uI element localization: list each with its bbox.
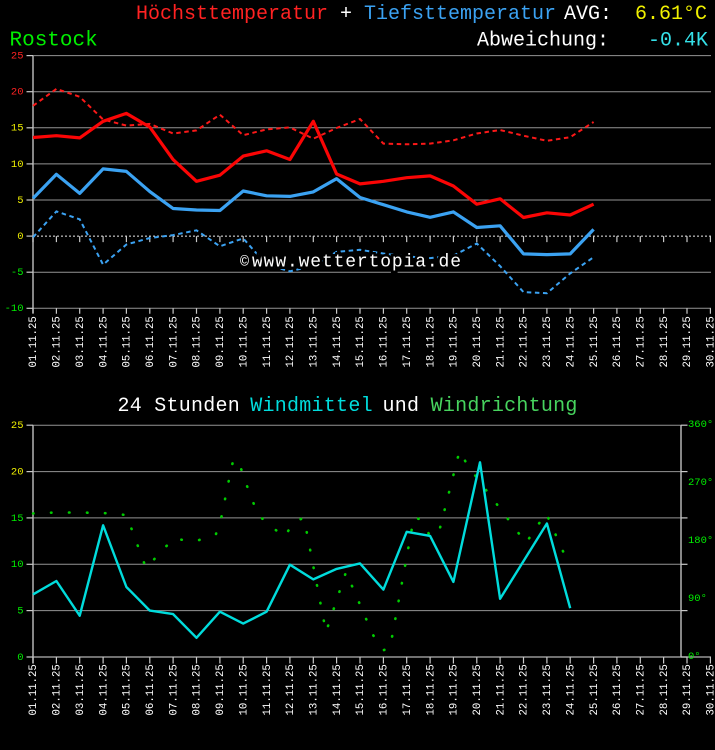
svg-text:21.11.25: 21.11.25 bbox=[495, 316, 507, 367]
svg-text:17.11.25: 17.11.25 bbox=[402, 316, 414, 367]
svg-text:22.11.25: 22.11.25 bbox=[519, 316, 531, 367]
svg-text:30.11.25: 30.11.25 bbox=[706, 664, 715, 715]
svg-text:Tiefsttemperatur: Tiefsttemperatur bbox=[364, 3, 556, 26]
svg-text:05.11.25: 05.11.25 bbox=[122, 316, 134, 367]
svg-text:23.11.25: 23.11.25 bbox=[542, 316, 554, 367]
svg-text:29.11.25: 29.11.25 bbox=[682, 316, 694, 367]
svg-text:17.11.25: 17.11.25 bbox=[402, 664, 414, 715]
svg-text:6.61°C: 6.61°C bbox=[635, 3, 707, 26]
svg-text:22.11.25: 22.11.25 bbox=[519, 664, 531, 715]
svg-text:08.11.25: 08.11.25 bbox=[192, 316, 204, 367]
svg-text:-5: -5 bbox=[11, 267, 24, 279]
svg-text:23.11.25: 23.11.25 bbox=[542, 664, 554, 715]
svg-text:04.11.25: 04.11.25 bbox=[98, 316, 110, 367]
svg-text:16.11.25: 16.11.25 bbox=[379, 316, 391, 367]
svg-text:18.11.25: 18.11.25 bbox=[425, 664, 437, 715]
svg-text:90°: 90° bbox=[688, 593, 707, 605]
svg-text:08.11.25: 08.11.25 bbox=[192, 664, 204, 715]
svg-text:14.11.25: 14.11.25 bbox=[332, 316, 344, 367]
svg-text:-0.4K: -0.4K bbox=[648, 30, 708, 53]
svg-text:Abweichung:: Abweichung: bbox=[477, 30, 609, 53]
svg-text:28.11.25: 28.11.25 bbox=[659, 316, 671, 367]
svg-text:26.11.25: 26.11.25 bbox=[612, 664, 624, 715]
svg-text:+: + bbox=[340, 3, 352, 26]
svg-text:20: 20 bbox=[11, 466, 24, 478]
svg-text:0: 0 bbox=[17, 231, 23, 243]
svg-text:19.11.25: 19.11.25 bbox=[449, 664, 461, 715]
svg-text:18.11.25: 18.11.25 bbox=[425, 316, 437, 367]
svg-text:03.11.25: 03.11.25 bbox=[75, 664, 87, 715]
svg-text:Windrichtung: Windrichtung bbox=[431, 395, 578, 418]
svg-text:360°: 360° bbox=[688, 419, 713, 431]
svg-text:11.11.25: 11.11.25 bbox=[262, 664, 274, 715]
svg-text:25: 25 bbox=[11, 420, 24, 432]
svg-text:10.11.25: 10.11.25 bbox=[238, 664, 250, 715]
svg-text:und: und bbox=[383, 395, 420, 418]
svg-text:12.11.25: 12.11.25 bbox=[285, 316, 297, 367]
svg-text:Windmittel: Windmittel bbox=[250, 395, 373, 418]
svg-text:20: 20 bbox=[11, 87, 24, 99]
svg-text:Höchsttemperatur: Höchsttemperatur bbox=[136, 3, 328, 26]
svg-text:AVG:: AVG: bbox=[564, 3, 612, 26]
svg-text:13.11.25: 13.11.25 bbox=[309, 664, 321, 715]
svg-text:13.11.25: 13.11.25 bbox=[309, 316, 321, 367]
svg-text:26.11.25: 26.11.25 bbox=[612, 316, 624, 367]
svg-text:11.11.25: 11.11.25 bbox=[262, 316, 274, 367]
svg-text:16.11.25: 16.11.25 bbox=[379, 664, 391, 715]
svg-text:28.11.25: 28.11.25 bbox=[659, 664, 671, 715]
svg-text:www.wettertopia.de: www.wettertopia.de bbox=[252, 253, 461, 273]
svg-text:09.11.25: 09.11.25 bbox=[215, 664, 227, 715]
svg-text:5: 5 bbox=[17, 195, 23, 207]
svg-text:27.11.25: 27.11.25 bbox=[636, 316, 648, 367]
svg-text:03.11.25: 03.11.25 bbox=[75, 316, 87, 367]
svg-text:06.11.25: 06.11.25 bbox=[145, 664, 157, 715]
svg-text:02.11.25: 02.11.25 bbox=[52, 664, 64, 715]
svg-text:15.11.25: 15.11.25 bbox=[355, 664, 367, 715]
svg-text:06.11.25: 06.11.25 bbox=[145, 316, 157, 367]
svg-text:25.11.25: 25.11.25 bbox=[589, 664, 601, 715]
svg-text:24.11.25: 24.11.25 bbox=[565, 316, 577, 367]
svg-text:5: 5 bbox=[17, 606, 23, 618]
svg-text:14.11.25: 14.11.25 bbox=[332, 664, 344, 715]
svg-text:270°: 270° bbox=[688, 477, 713, 489]
svg-text:04.11.25: 04.11.25 bbox=[98, 664, 110, 715]
svg-text:27.11.25: 27.11.25 bbox=[636, 664, 648, 715]
svg-text:Rostock: Rostock bbox=[10, 30, 98, 53]
svg-text:15: 15 bbox=[11, 513, 24, 525]
svg-text:0°: 0° bbox=[688, 651, 701, 663]
svg-text:25.11.25: 25.11.25 bbox=[589, 316, 601, 367]
svg-text:©: © bbox=[240, 254, 249, 271]
svg-text:25: 25 bbox=[11, 51, 24, 63]
svg-text:21.11.25: 21.11.25 bbox=[495, 664, 507, 715]
svg-text:01.11.25: 01.11.25 bbox=[28, 316, 40, 367]
svg-text:29.11.25: 29.11.25 bbox=[682, 664, 694, 715]
svg-text:20.11.25: 20.11.25 bbox=[472, 664, 484, 715]
svg-text:15: 15 bbox=[11, 123, 24, 135]
svg-text:09.11.25: 09.11.25 bbox=[215, 316, 227, 367]
svg-text:01.11.25: 01.11.25 bbox=[28, 664, 40, 715]
svg-text:180°: 180° bbox=[688, 535, 713, 547]
svg-text:20.11.25: 20.11.25 bbox=[472, 316, 484, 367]
svg-text:05.11.25: 05.11.25 bbox=[122, 664, 134, 715]
svg-text:15.11.25: 15.11.25 bbox=[355, 316, 367, 367]
svg-text:19.11.25: 19.11.25 bbox=[449, 316, 461, 367]
svg-text:-10: -10 bbox=[5, 303, 24, 315]
svg-text:24 Stunden: 24 Stunden bbox=[118, 395, 241, 418]
svg-text:24.11.25: 24.11.25 bbox=[565, 664, 577, 715]
svg-text:12.11.25: 12.11.25 bbox=[285, 664, 297, 715]
svg-text:07.11.25: 07.11.25 bbox=[168, 316, 180, 367]
svg-text:0: 0 bbox=[17, 652, 23, 664]
svg-text:10.11.25: 10.11.25 bbox=[238, 316, 250, 367]
svg-text:10: 10 bbox=[11, 559, 24, 571]
svg-text:10: 10 bbox=[11, 159, 24, 171]
svg-text:02.11.25: 02.11.25 bbox=[52, 316, 64, 367]
svg-text:07.11.25: 07.11.25 bbox=[168, 664, 180, 715]
svg-text:30.11.25: 30.11.25 bbox=[706, 316, 715, 367]
